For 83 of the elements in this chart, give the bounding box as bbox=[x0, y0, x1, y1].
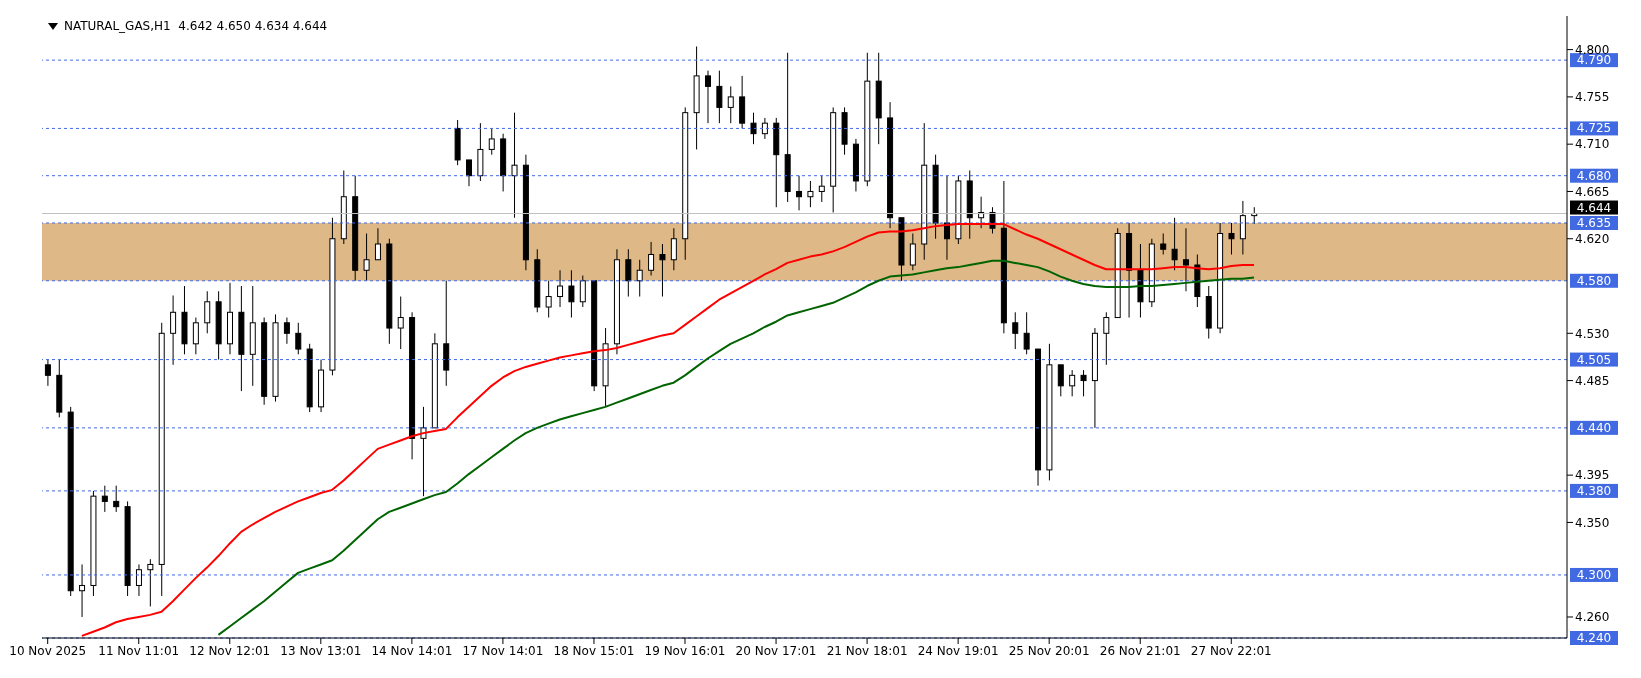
candlestick bbox=[1069, 369, 1076, 397]
chart-title: NATURAL_GAS,H1 4.642 4.650 4.634 4.644 bbox=[64, 19, 328, 33]
line-series bbox=[217, 259, 1256, 636]
candlestick bbox=[147, 558, 154, 607]
candlestick bbox=[704, 70, 711, 124]
candlestick bbox=[716, 70, 723, 124]
candlestick bbox=[909, 232, 916, 271]
candlestick bbox=[1160, 232, 1167, 255]
ref-line-label: 4.240 bbox=[1576, 631, 1612, 645]
candlestick bbox=[1182, 227, 1189, 292]
candlestick bbox=[79, 563, 86, 618]
candlestick bbox=[670, 227, 677, 271]
candlestick bbox=[636, 259, 643, 298]
candlestick bbox=[750, 112, 757, 145]
candlestick bbox=[101, 485, 108, 513]
ref-line-label: 4.725 bbox=[1576, 121, 1612, 136]
x-tick-label: 18 Nov 15:01 bbox=[553, 643, 635, 658]
x-tick-label: 10 Nov 2025 bbox=[9, 643, 87, 658]
candlestick bbox=[818, 175, 825, 203]
candlestick bbox=[796, 175, 803, 211]
x-tick-label: 21 Nov 18:01 bbox=[826, 643, 908, 658]
candlestick bbox=[1171, 217, 1178, 271]
y-tick-label: 4.485 bbox=[1575, 373, 1610, 388]
x-tick-label: 24 Nov 19:01 bbox=[917, 643, 999, 658]
y-tick-label: 4.350 bbox=[1575, 515, 1610, 530]
ref-line-label: 4.440 bbox=[1576, 420, 1612, 435]
candlestick bbox=[466, 159, 472, 187]
x-tick-label: 27 Nov 22:01 bbox=[1190, 643, 1272, 658]
ref-line-label: 4.680 bbox=[1576, 168, 1612, 183]
candlestick bbox=[44, 359, 51, 387]
ref-line-label: 4.300 bbox=[1576, 567, 1612, 582]
y-tick-label: 4.260 bbox=[1575, 610, 1610, 625]
x-tick-label: 20 Nov 17:01 bbox=[735, 643, 817, 658]
ref-line-label: 4.635 bbox=[1576, 215, 1612, 230]
x-tick-label: 14 Nov 14:01 bbox=[371, 643, 453, 658]
candlestick bbox=[1228, 222, 1235, 255]
x-tick-label: 12 Nov 12:01 bbox=[189, 643, 271, 658]
x-tick-label: 26 Nov 21:01 bbox=[1099, 643, 1181, 658]
candlestick bbox=[374, 227, 381, 261]
candlestick bbox=[1239, 200, 1246, 255]
candlestick bbox=[170, 294, 177, 366]
candlestick bbox=[295, 322, 302, 355]
candlestick bbox=[135, 563, 142, 597]
ref-line-label: 4.380 bbox=[1576, 483, 1612, 498]
x-tick-label: 11 Nov 11:01 bbox=[98, 643, 180, 658]
candlestick bbox=[192, 317, 199, 355]
candlestick bbox=[579, 275, 586, 308]
x-tick-label: 17 Nov 14:01 bbox=[462, 643, 544, 658]
candlestick bbox=[1023, 311, 1030, 355]
y-tick-label: 4.395 bbox=[1575, 468, 1610, 483]
candlestick bbox=[511, 112, 518, 219]
candlestick bbox=[625, 248, 632, 298]
y-tick-label: 4.530 bbox=[1575, 326, 1610, 341]
candlestick bbox=[1103, 311, 1110, 366]
ref-line-label: 4.790 bbox=[1576, 53, 1612, 68]
y-tick-label: 4.755 bbox=[1575, 90, 1610, 105]
candlestick bbox=[761, 117, 768, 140]
candlestick bbox=[659, 243, 666, 298]
candlestick bbox=[727, 85, 734, 124]
candlestick bbox=[568, 269, 575, 319]
ref-line-label: 4.644 bbox=[1576, 200, 1612, 215]
candlestick bbox=[1057, 364, 1064, 397]
ref-line-label: 4.580 bbox=[1576, 273, 1612, 288]
y-tick-label: 4.665 bbox=[1575, 184, 1610, 199]
candlestick bbox=[1080, 369, 1087, 397]
candlestick bbox=[488, 127, 495, 156]
candlestick bbox=[283, 317, 290, 345]
candlestick bbox=[557, 269, 564, 308]
x-tick-label: 19 Nov 16:01 bbox=[644, 643, 726, 658]
y-tick-label: 4.620 bbox=[1575, 232, 1610, 246]
x-tick-label: 13 Nov 13:01 bbox=[280, 643, 362, 658]
candlestick bbox=[545, 280, 552, 319]
x-tick-label: 25 Nov 20:01 bbox=[1008, 643, 1090, 658]
candlestick bbox=[420, 406, 427, 497]
candlestick bbox=[1012, 311, 1019, 350]
y-tick-label: 4.710 bbox=[1575, 137, 1610, 152]
candlestick bbox=[204, 290, 211, 334]
candlestick bbox=[113, 485, 120, 513]
candlestick bbox=[397, 296, 404, 350]
ref-line-label: 4.505 bbox=[1576, 352, 1612, 367]
candlestick bbox=[648, 241, 655, 277]
candlestick bbox=[807, 180, 814, 208]
candlestick bbox=[363, 232, 370, 282]
